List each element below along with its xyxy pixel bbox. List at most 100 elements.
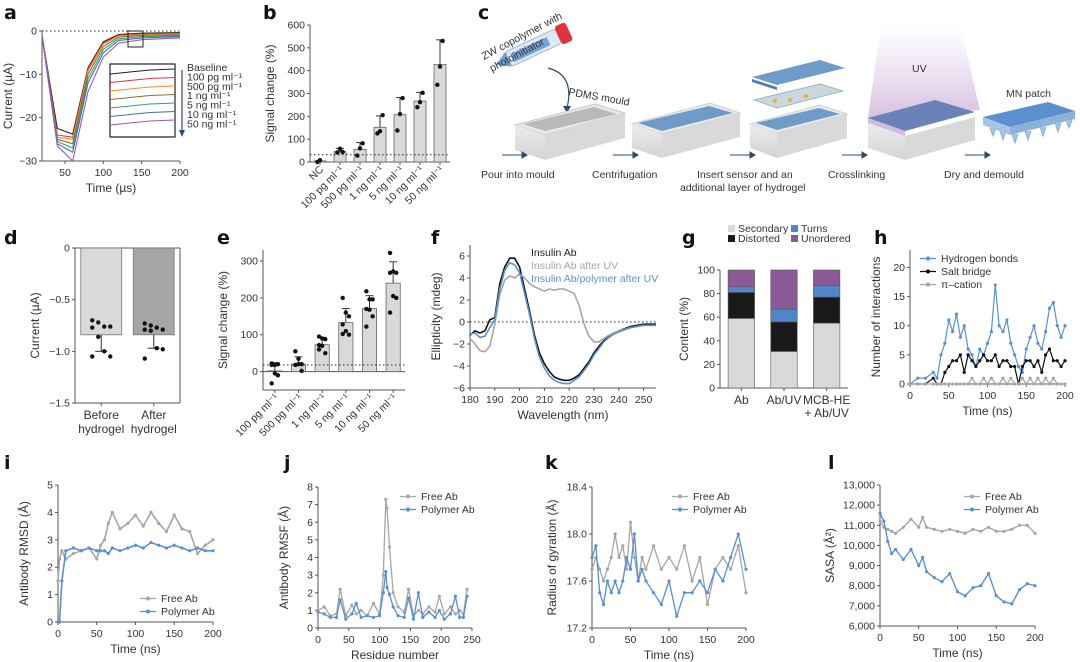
- data-point: [659, 602, 663, 607]
- legend-entry: Free Ab: [693, 491, 730, 503]
- data-point: [437, 64, 443, 69]
- data-point: [1025, 582, 1029, 586]
- panel-label-k: k: [545, 452, 558, 474]
- data-point: [993, 382, 997, 386]
- data-point: [951, 329, 955, 334]
- y-tick-label: 10: [893, 320, 905, 332]
- inset-series-line: [109, 94, 176, 100]
- legend-entry: Insulin Ab: [531, 247, 577, 259]
- y-axis-label: Number of interactions: [869, 257, 883, 378]
- x-tick-label: 200: [432, 634, 450, 646]
- y-axis-label: Antibody RMSD (Å): [16, 501, 31, 606]
- data-point: [437, 594, 441, 598]
- data-point: [1005, 318, 1009, 322]
- data-point: [172, 543, 176, 547]
- data-point: [958, 382, 962, 386]
- data-point: [340, 322, 345, 327]
- y-tick-label: 15: [893, 291, 905, 303]
- x-axis-label: Time (ns): [962, 404, 1012, 418]
- data-point: [346, 314, 352, 319]
- data-point: [437, 608, 441, 612]
- panel-label-a: a: [4, 2, 17, 24]
- data-point: [1001, 329, 1005, 334]
- x-tick-label: MCB-HE: [803, 393, 850, 407]
- step-centrifugation: Centrifugation: [592, 169, 658, 181]
- data-point: [1013, 364, 1017, 369]
- y-tick-label: 100: [697, 265, 715, 277]
- data-point: [1005, 359, 1009, 363]
- y-tick-label: 9,000: [849, 560, 875, 572]
- data-point: [394, 270, 399, 276]
- y-tick-label: 6,000: [849, 621, 875, 633]
- data-point: [882, 519, 886, 523]
- data-point: [355, 153, 360, 158]
- data-point: [1055, 359, 1059, 363]
- data-point: [916, 376, 920, 380]
- data-point: [962, 382, 966, 386]
- inset-series-line: [109, 111, 176, 117]
- data-point: [613, 532, 617, 536]
- data-point: [932, 576, 936, 580]
- data-point: [461, 615, 465, 620]
- y-axis-label: Radius of gyration (Å): [544, 499, 559, 615]
- legend-entry: Secondary: [738, 223, 789, 235]
- data-point: [1044, 353, 1048, 357]
- x-tick-label: 50: [625, 634, 637, 646]
- stacked-segment-unordered: [770, 269, 798, 310]
- y-tick-label: 13,000: [843, 480, 875, 492]
- y-tick-label: 0: [299, 157, 305, 169]
- data-point: [667, 555, 671, 560]
- data-point: [705, 591, 710, 595]
- data-point: [601, 579, 606, 583]
- data-point: [1051, 300, 1055, 305]
- data-point: [126, 546, 130, 550]
- data-point: [598, 591, 602, 595]
- data-point: [96, 334, 101, 340]
- y-tick-label: 0: [47, 617, 53, 629]
- data-point: [1001, 376, 1005, 380]
- panel-label-c: c: [478, 2, 489, 24]
- data-point: [682, 544, 687, 548]
- data-point: [453, 594, 457, 598]
- data-point: [682, 591, 687, 595]
- legend-entry: Polymer Ab: [985, 504, 1039, 516]
- data-point: [64, 549, 68, 553]
- data-point: [1032, 364, 1036, 369]
- data-point: [133, 543, 138, 547]
- legend-entry: Baseline: [187, 62, 227, 74]
- data-point: [1032, 382, 1036, 386]
- filled-mould-icon: [630, 102, 742, 158]
- x-tick-label: 100: [95, 167, 113, 179]
- panel-label-d: d: [4, 227, 18, 249]
- data-point: [316, 610, 320, 614]
- x-tick-label: 220: [560, 394, 578, 406]
- series-line-insulin-ab-after-uv: [469, 272, 656, 353]
- data-point: [935, 376, 939, 380]
- data-point: [931, 382, 935, 386]
- data-point: [690, 591, 694, 595]
- y-tick-label: 100: [240, 329, 258, 341]
- y-tick-label: 2: [459, 295, 465, 307]
- panel-label-i: i: [4, 452, 11, 474]
- data-point: [385, 506, 389, 510]
- legend-swatch: [791, 235, 798, 242]
- data-point: [416, 591, 421, 595]
- data-point: [99, 543, 103, 547]
- y-axis-label: Current (µA): [1, 63, 15, 129]
- data-point: [188, 549, 192, 553]
- panel-label-l: l: [828, 452, 835, 474]
- data-point: [396, 605, 400, 609]
- x-tick-label: 250: [635, 394, 653, 406]
- data-point: [1017, 588, 1022, 592]
- data-point: [275, 373, 281, 378]
- data-point: [993, 353, 997, 357]
- data-point: [721, 579, 725, 583]
- legend-entry: Free Ab: [421, 491, 458, 503]
- data-point: [958, 353, 962, 357]
- data-point: [154, 325, 159, 330]
- data-point: [1005, 382, 1009, 386]
- data-point: [371, 601, 376, 605]
- x-tick-label: 230: [585, 394, 603, 406]
- y-axis-label: Antibody RMSF (Å): [276, 506, 291, 609]
